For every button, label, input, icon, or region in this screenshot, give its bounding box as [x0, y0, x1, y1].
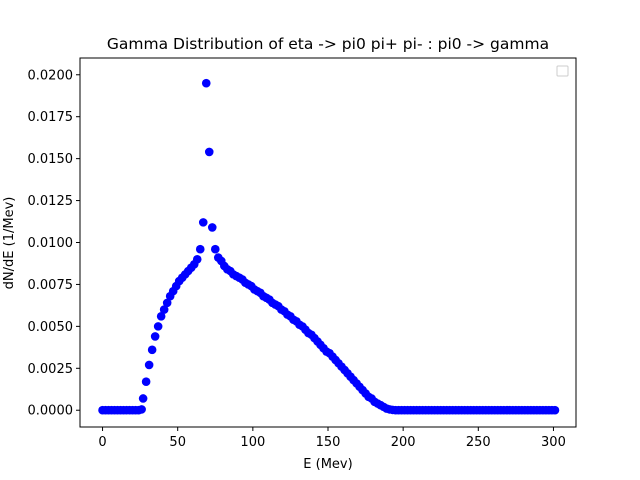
x-tick-label: 250	[466, 435, 491, 450]
legend-box	[556, 65, 569, 77]
x-tick-label: 300	[541, 435, 566, 450]
x-axis: 0 50 100 150 200 250 300	[98, 427, 566, 450]
x-axis-label: E (Mev)	[303, 457, 352, 472]
y-tick-label: 0.0100	[28, 236, 74, 251]
y-tick-label: 0.0125	[28, 194, 74, 209]
chart-title: Gamma Distribution of eta -> pi0 pi+ pi-…	[107, 35, 549, 53]
data-point	[141, 377, 151, 387]
y-tick-label: 0.0050	[28, 320, 74, 335]
y-tick-label: 0.0175	[28, 110, 74, 125]
x-tick-label: 100	[240, 435, 265, 450]
y-axis: 0.0000 0.0025 0.0050 0.0075 0.0100 0.0125 0.01…	[28, 68, 80, 419]
data-point	[192, 254, 202, 264]
y-tick-label: 0.0025	[28, 362, 74, 377]
x-tick-label: 0	[98, 435, 106, 450]
y-axis-label: dN/dE (1/Mev)	[2, 197, 17, 290]
data-point	[204, 147, 214, 157]
y-tick-label: 0.0150	[28, 152, 74, 167]
data-point	[159, 305, 169, 314]
data-point	[210, 244, 220, 254]
data-point	[201, 78, 211, 88]
y-tick-label: 0.0075	[28, 278, 74, 293]
x-tick-label: 50	[169, 435, 186, 450]
data-series	[98, 78, 560, 415]
y-tick-label: 0.0200	[28, 68, 74, 83]
plot-area	[79, 57, 577, 428]
data-point	[162, 298, 172, 308]
y-tick-label: 0.0000	[28, 404, 74, 419]
data-point	[150, 332, 160, 341]
data-point	[144, 360, 154, 370]
data-point	[207, 223, 217, 232]
data-point	[138, 394, 148, 403]
data-point	[153, 322, 163, 331]
data-point	[147, 345, 157, 355]
x-tick-label: 200	[391, 435, 416, 450]
data-point	[156, 312, 166, 321]
x-tick-label: 150	[316, 435, 341, 450]
data-point	[550, 405, 560, 415]
data-point	[137, 405, 146, 414]
data-point	[195, 244, 205, 254]
data-point	[198, 218, 208, 227]
